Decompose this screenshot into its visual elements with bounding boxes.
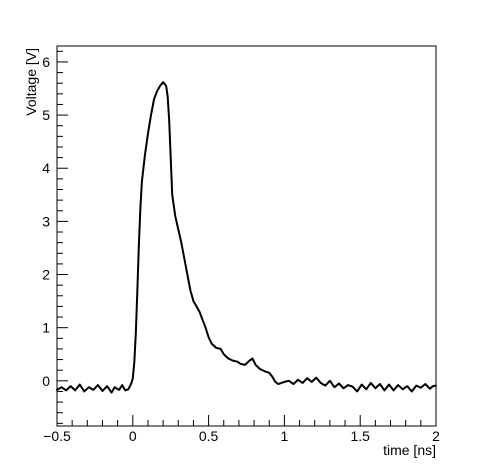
x-tick-label: 2 xyxy=(432,428,440,444)
x-tick-label: 1.5 xyxy=(350,428,370,444)
plot-layer: −0.5 0 0.5 1 1.5 2 0 1 2 3 4 5 6 xyxy=(42,45,440,444)
plot-frame xyxy=(56,45,437,427)
y-tick-label: 1 xyxy=(42,320,50,336)
x-tick-label: 1 xyxy=(281,428,289,444)
y-axis-label: Voltage [V] xyxy=(23,48,39,116)
x-axis-label: time [ns] xyxy=(383,442,436,458)
y-tick-label: 2 xyxy=(42,267,50,283)
x-tick-label: 0 xyxy=(129,428,137,444)
y-tick-label: 3 xyxy=(42,213,50,229)
y-tick-label: 4 xyxy=(42,160,50,176)
x-tick-label: 0.5 xyxy=(199,428,219,444)
y-tick-label: 0 xyxy=(42,373,50,389)
y-tick-label: 5 xyxy=(42,107,50,123)
voltage-series-line xyxy=(56,81,437,394)
x-tick-label: −0.5 xyxy=(43,428,71,444)
y-tick-label: 6 xyxy=(42,54,50,70)
